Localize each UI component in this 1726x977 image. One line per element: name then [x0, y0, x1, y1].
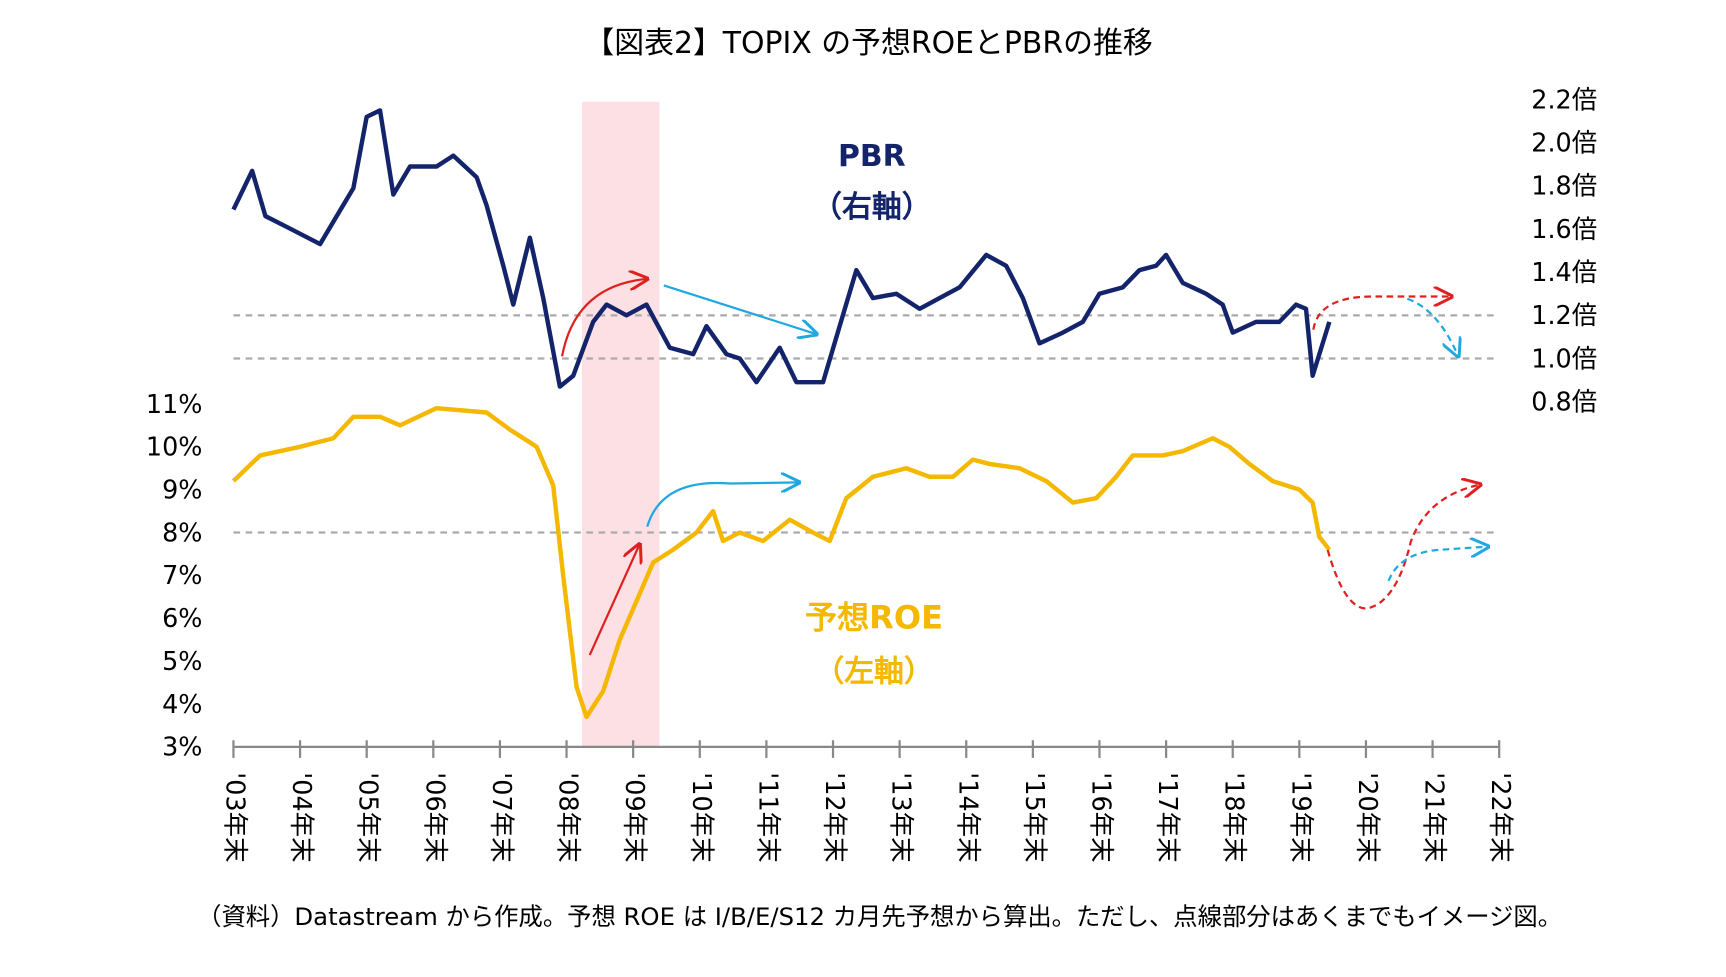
y2-tick-label: 2.0倍	[1531, 128, 1597, 158]
x-tick-label: '08年末	[554, 772, 584, 862]
y2-tick-label: 0.8倍	[1531, 386, 1597, 416]
y-tick-label: 4%	[162, 689, 202, 719]
x-tick-label: '20年末	[1353, 772, 1383, 862]
shade-band	[581, 101, 660, 747]
y2-tick-label: 1.4倍	[1531, 257, 1597, 287]
y2-tick-label: 1.0倍	[1531, 343, 1597, 373]
annotation-arrows	[560, 279, 1489, 656]
dashed-projection	[1387, 547, 1489, 582]
y2-tick-label: 1.6倍	[1531, 214, 1597, 244]
x-tick-label: '14年末	[953, 772, 983, 862]
arrow	[588, 544, 640, 656]
axes: 3% 4% 5% 6% 7% 8% 9% 10% 11% 0.8倍 1.0倍 1.2倍 1.4倍 1.6倍…	[146, 84, 1597, 862]
y-tick-label: 3%	[162, 732, 202, 762]
chart-title: 【図表2】TOPIX の予想ROEとPBRの推移	[584, 26, 1152, 61]
x-tick-label: '22年末	[1486, 772, 1516, 862]
x-tick-label: '15年末	[1020, 772, 1050, 862]
y-tick-label: 9%	[162, 475, 202, 505]
x-tick-label: '19年末	[1286, 772, 1316, 862]
x-tick-label: '05年末	[354, 772, 384, 862]
x-tick-label: '13年末	[887, 772, 917, 862]
series-label: 予想ROE	[805, 598, 943, 636]
plot-lines	[231, 108, 1332, 720]
series-line	[231, 405, 1332, 720]
y2-tick-label: 1.2倍	[1531, 300, 1597, 330]
dashed-projection	[1406, 297, 1458, 357]
dashed-projection	[1326, 485, 1481, 610]
y-tick-label: 11%	[146, 389, 203, 419]
x-tick-label: '17年末	[1153, 772, 1183, 862]
x-tick-label: '11年末	[753, 772, 783, 862]
y-tick-label: 10%	[146, 432, 203, 462]
x-tick-label: '12年末	[820, 772, 850, 862]
arrow	[646, 482, 799, 527]
source-note: （資料）Datastream から作成。予想 ROE は I/B/E/S12 カ…	[197, 902, 1562, 931]
x-tick-label: '06年末	[420, 772, 450, 862]
arrow	[560, 279, 647, 357]
axis-note: （右軸）	[812, 190, 931, 225]
y2-tick-label: 2.2倍	[1531, 84, 1597, 114]
y-tick-label: 6%	[162, 603, 202, 633]
x-tick-label: '10年末	[687, 772, 717, 862]
dashed-projection	[1312, 297, 1451, 330]
arrow	[663, 284, 817, 334]
x-tick-label: '16年末	[1086, 772, 1116, 862]
y-tick-label: 7%	[162, 560, 202, 590]
x-tick-label: '21年末	[1420, 772, 1450, 862]
axis-note: （左軸）	[814, 655, 933, 690]
x-tick-label: '03年末	[220, 772, 250, 862]
y2-tick-label: 1.8倍	[1531, 171, 1597, 201]
x-tick-label: '18年末	[1220, 772, 1250, 862]
grid	[233, 314, 1500, 534]
series-line	[231, 108, 1332, 389]
x-tick-label: '04年末	[287, 772, 317, 862]
y-tick-label: 8%	[162, 517, 202, 547]
y-tick-label: 5%	[162, 646, 202, 676]
series-label: PBR	[838, 139, 906, 174]
x-tick-label: '09年末	[620, 772, 650, 862]
x-tick-label: '07年末	[487, 772, 517, 862]
